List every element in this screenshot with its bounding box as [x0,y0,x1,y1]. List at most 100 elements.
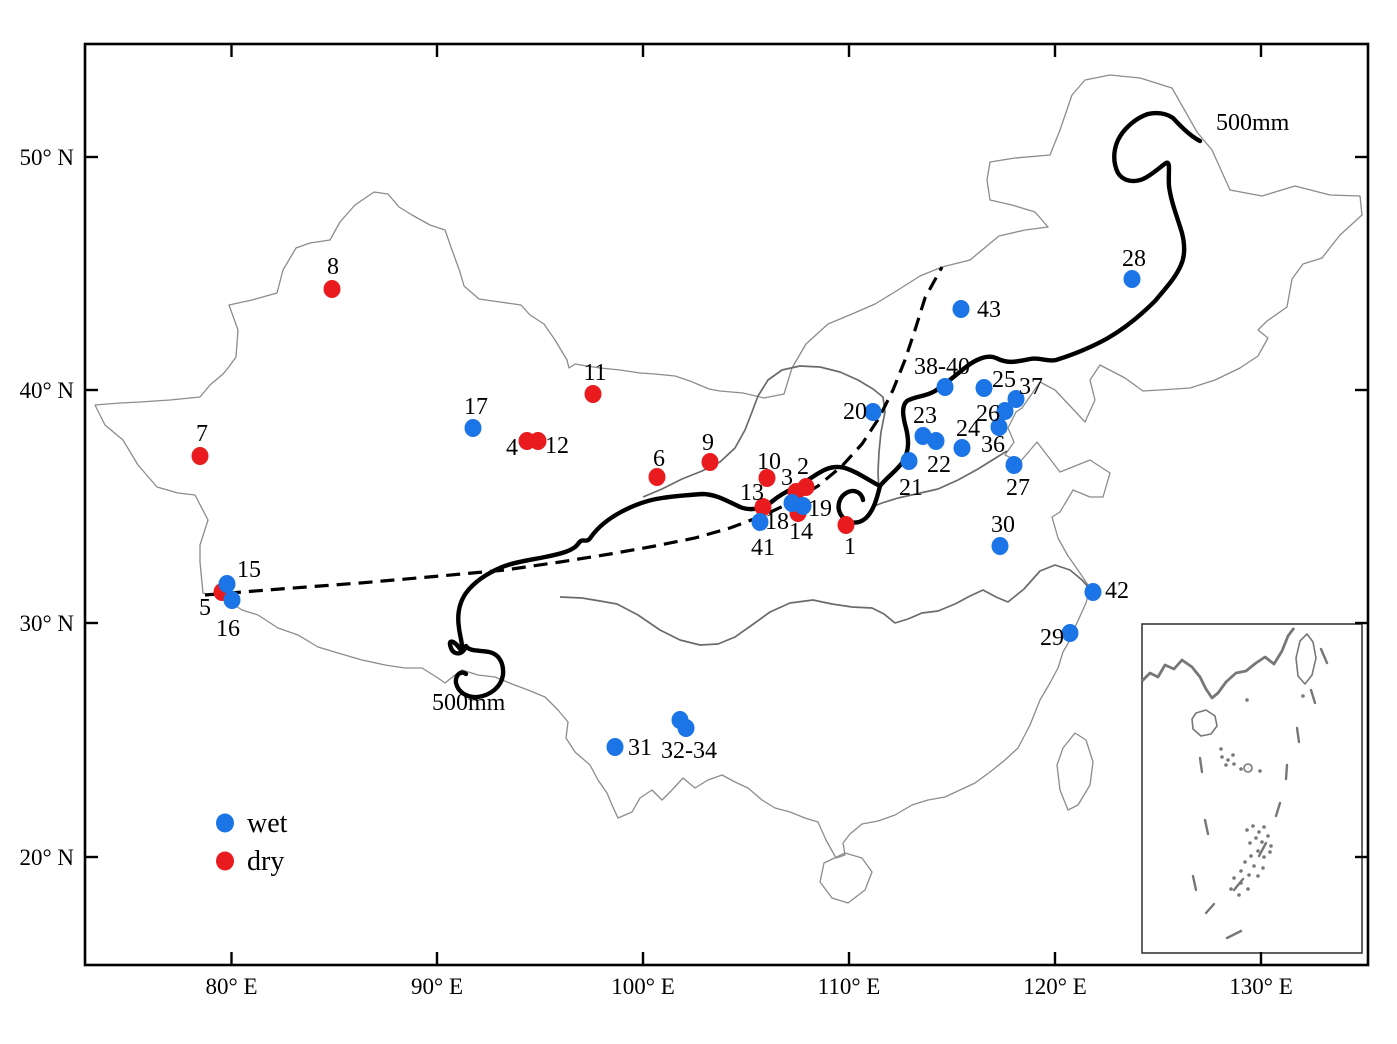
site-label-30: 30 [991,512,1015,538]
inset-island-dot [1269,844,1273,848]
site-label-26: 26 [976,401,1000,427]
isoline-labels: 500mm 500mm [432,110,1290,716]
site-dot-37 [1007,390,1025,408]
y-axis-label: 30° N [19,611,74,636]
isoline-label-1: 500mm [432,690,506,716]
site-dot-25 [975,379,993,397]
y-axis-label: 50° N [19,145,74,170]
inset-island-dot [1239,869,1243,873]
taiwan-outline [1056,732,1094,811]
inset-island-dot [1239,767,1243,771]
y-axis-label: 40° N [19,378,74,403]
site-label-10: 10 [757,449,781,475]
axis-ticks: 80° E 90° E 100° E 110° E 120° E 130° E 50° N 4… [19,44,1368,999]
site-dot-27 [1005,456,1023,474]
inset-island-dot [1232,876,1236,880]
hainan-outline [819,852,873,904]
inset-island-dot [1232,762,1236,766]
x-axis-label: 80° E [206,974,258,999]
site-dot-31 [606,738,624,756]
inset-island-dot [1252,864,1256,868]
site-label-6: 6 [653,446,665,472]
inset-coastline [1141,627,1296,700]
inset-island-dot [1254,836,1258,840]
inset-dash-segment [1198,756,1204,774]
inset-island-dot [1262,855,1266,859]
site-dot-13 [754,498,772,516]
site-label-8: 8 [327,254,339,280]
inset-island-dot [1246,887,1250,891]
site-dot-21 [900,452,918,470]
site-dot-7 [191,447,209,465]
site-label-15: 15 [237,557,261,583]
site-dot-36 [990,418,1008,436]
inset-island-dot [1256,849,1260,853]
inset-island-dot [1226,758,1230,762]
site-label-5: 5 [199,595,211,621]
site-dot-30 [991,537,1009,555]
inset-dash-segment [1257,841,1268,858]
site-dot-20 [864,403,882,421]
site-dot-9 [701,453,719,471]
inset-island-dot [1224,763,1228,767]
inset-island-dot [1257,830,1261,834]
plot-frame [83,42,1370,967]
site-dot-28 [1123,270,1141,288]
site-label-29: 29 [1040,625,1064,651]
legend-label-wet: wet [247,808,288,839]
inset-dash-segment [1203,818,1210,836]
inset-dash-segment [1274,801,1282,818]
site-label-9: 9 [702,430,714,456]
isoline-label-0: 500mm [1216,110,1290,136]
inset-hainan-outline [1191,709,1218,737]
inset-island-dot [1251,824,1255,828]
site-label-11: 11 [583,360,606,386]
site-label-3: 3 [781,465,793,491]
site-label-31: 31 [628,735,652,761]
inset-border [1141,623,1363,954]
site-label-41: 41 [751,535,775,561]
inset-dash-segment [1191,874,1198,892]
site-label-20: 20 [843,399,867,425]
site-label-37: 37 [1019,374,1043,400]
isoline-500mm-hook [836,483,883,525]
site-dot-32-34 [677,719,695,737]
yangtze-river-line [559,564,1091,646]
inset-dash-segment [1319,647,1329,665]
yellow-river-line [642,365,1008,508]
site-label-22: 22 [927,452,951,478]
site-label-14: 14 [789,519,813,545]
x-axis-label: 130° E [1229,974,1293,999]
site-label-38-40: 38-40 [914,354,970,380]
site-dot-12 [529,432,547,450]
inset-island-dot [1243,860,1247,864]
inset-dash-segment [1284,763,1289,781]
inset-ring-island [1243,763,1253,773]
inset-island-dot [1258,769,1262,773]
site-dot-41 [751,513,769,531]
legend-label-dry: dry [247,846,284,877]
inset-dash-segment [1225,929,1243,940]
inset-island-dot [1219,747,1223,751]
site-label-28: 28 [1122,246,1146,272]
inset-island-dot [1260,840,1264,844]
inset-island-dot [1268,850,1272,854]
x-axis-label: 110° E [818,974,881,999]
inset-island-dot [1245,698,1249,702]
inset-island-dot [1266,834,1270,838]
site-label-24: 24 [956,416,980,442]
inset-taiwan-outline [1295,633,1317,685]
site-label-2: 2 [797,454,809,480]
inset-island-dot [1237,893,1241,897]
inset-dash-segment [1232,877,1245,892]
site-dot-6 [648,468,666,486]
site-dots [191,270,1141,756]
site-label-7: 7 [196,421,208,447]
inset-island-dot [1301,694,1305,698]
inset-island-dot [1229,887,1233,891]
site-dot-11 [584,385,602,403]
site-dot-19 [794,497,812,515]
